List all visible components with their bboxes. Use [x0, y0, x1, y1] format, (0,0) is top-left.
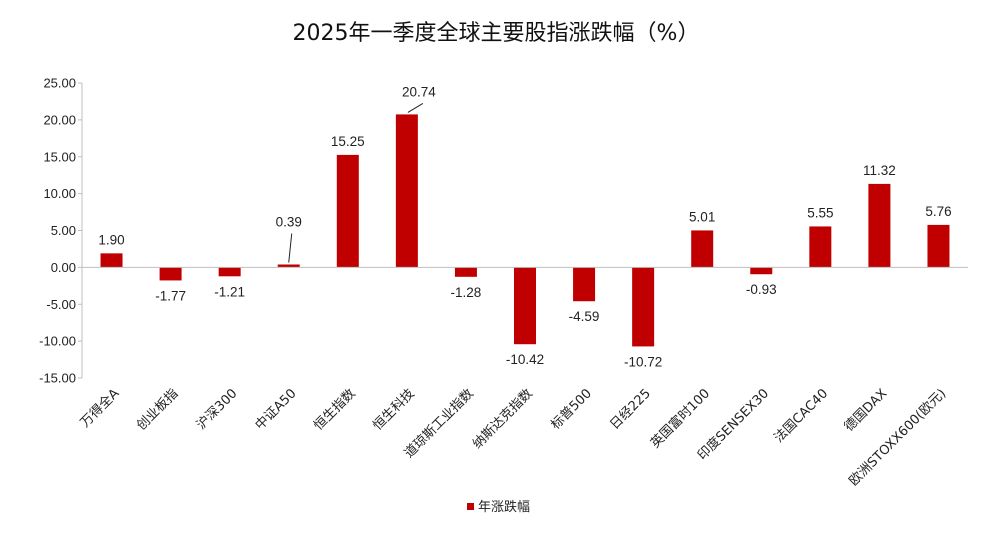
- bar: [868, 183, 891, 268]
- bar: [277, 264, 300, 268]
- leader-line: [407, 102, 424, 113]
- leader-line: [288, 233, 293, 263]
- x-tick-label: 创业板指: [134, 386, 181, 433]
- data-label: -4.59: [569, 309, 600, 324]
- bar: [514, 267, 536, 345]
- x-tick-label: 欧洲STOXX600(欧元): [846, 386, 949, 489]
- data-label: 0.39: [276, 214, 302, 229]
- legend-label: 年涨跌幅: [478, 499, 530, 515]
- data-label: 20.74: [402, 84, 436, 99]
- legend-swatch: [467, 503, 474, 510]
- data-label: -1.77: [155, 288, 186, 303]
- bar: [927, 224, 950, 268]
- y-tick-label: -15.00: [39, 371, 76, 386]
- data-label: -1.28: [451, 285, 482, 300]
- data-label: 5.55: [807, 205, 833, 220]
- bar: [159, 267, 182, 281]
- y-tick-label: -5.00: [46, 297, 76, 312]
- bar: [454, 267, 477, 277]
- x-tick-label: 恒生科技: [370, 386, 417, 433]
- x-tick-label: 标普500: [548, 386, 595, 433]
- x-tick-label: 德国DAX: [842, 386, 891, 435]
- bar: [809, 226, 832, 268]
- data-label: 5.76: [925, 204, 951, 219]
- data-label: 5.01: [689, 209, 715, 224]
- data-label: 1.90: [98, 232, 124, 247]
- x-tick-label: 英国富时100: [647, 386, 713, 452]
- bar: [750, 267, 773, 275]
- bar: [691, 230, 714, 268]
- y-tick-label: 10.00: [43, 186, 76, 201]
- bars: [100, 114, 950, 347]
- x-tick-label: 恒生指数: [311, 386, 358, 433]
- y-tick-label: 20.00: [43, 112, 76, 127]
- bar: [218, 267, 241, 277]
- y-tick-label: 5.00: [51, 223, 76, 238]
- y-tick-label: 25.00: [43, 76, 76, 91]
- x-tick-label: 法国CAC40: [771, 386, 831, 446]
- y-tick-label: 15.00: [43, 149, 76, 164]
- data-label: 15.25: [331, 134, 365, 149]
- y-axis: 25.00 20.00 15.00 10.00 5.00 0.00 -5.00 -10.00 -…: [39, 76, 83, 386]
- legend: 年涨跌幅: [467, 499, 530, 515]
- data-label: -10.42: [506, 352, 544, 367]
- bar: [395, 114, 418, 268]
- x-tick-label: 纳斯达克指数: [470, 386, 536, 452]
- x-tick-label: 沪深300: [193, 386, 240, 433]
- x-tick-label: 中证A50: [253, 386, 300, 433]
- data-label: 11.32: [863, 163, 896, 178]
- data-label: -1.21: [214, 284, 245, 299]
- y-tick-label: 0.00: [51, 260, 76, 275]
- data-labels: 1.90 -1.77 -1.21 0.39 15.25 20.74 -1.28 -10.42 -…: [98, 84, 951, 369]
- x-tick-label: 万得全A: [77, 385, 122, 430]
- bar: [573, 267, 596, 302]
- bar: [100, 253, 123, 268]
- data-label: -10.72: [624, 354, 662, 369]
- data-label: -0.93: [746, 282, 777, 297]
- x-tick-label: 日经225: [607, 386, 654, 433]
- bar: [336, 154, 359, 268]
- bar: [632, 267, 655, 347]
- chart-title: 2025年一季度全球主要股指涨跌幅（%）: [293, 21, 700, 46]
- y-tick-label: -10.00: [39, 334, 76, 349]
